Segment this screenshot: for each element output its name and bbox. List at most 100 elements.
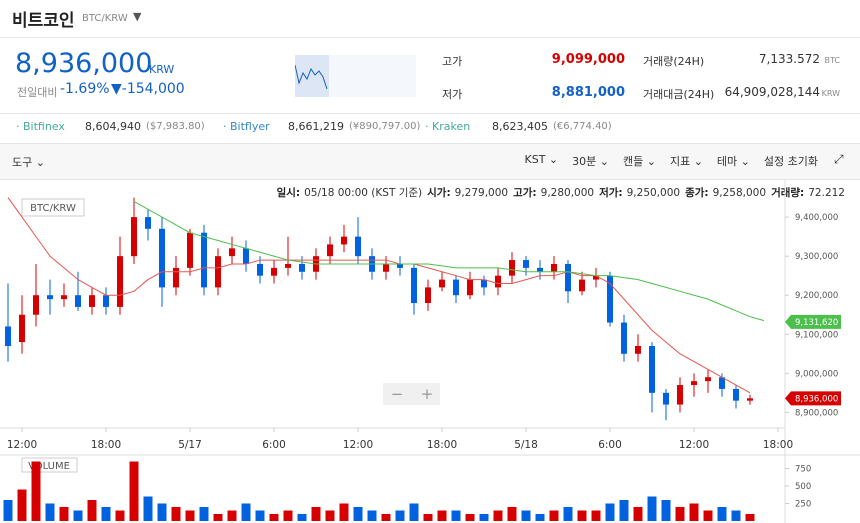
x-tick-label: 5/17 [178,439,202,451]
mini-chart [295,55,416,97]
zoom-in[interactable]: + [421,385,434,403]
change-abs: ▼-154,000 [111,81,185,97]
x-tick-label: 5/18 [514,439,538,451]
volume-bar [171,507,181,521]
toolbar-item[interactable]: 캔들 ⌄ [622,155,656,168]
stat-value: 8,881,000 [551,85,625,100]
candle-body [719,377,725,389]
expand-icon[interactable]: ⤢ [834,152,844,166]
volume-bar [115,510,125,521]
tool-menu[interactable]: 도구 ⌄ [12,156,45,169]
dropdown[interactable]: ▼ [133,10,142,23]
volume-bar [17,489,27,521]
volume-bar [199,507,209,521]
toolbar-item-label: 캔들 [622,155,644,168]
moving-average [133,201,765,322]
candle-body [705,377,711,382]
volume-bar [591,510,601,521]
candle-body [159,228,165,288]
volume-bar [577,510,587,521]
volume-bar [3,500,13,521]
volume-bar [745,514,755,521]
price-tag-label: 9,131,620 [795,318,838,328]
toolbar-item[interactable]: 테마 ⌄ [716,155,750,168]
info-value: 72.212 [808,187,845,199]
toolbar-item[interactable]: 30분 ⌄ [572,155,609,168]
volume-bar [255,510,265,521]
volume-bar [297,514,307,521]
candle-body [551,263,557,272]
x-tick-label: 18:00 [427,439,457,451]
stat-label: 거래량(24H) [643,55,705,68]
candle-body [271,267,277,276]
volume-bar [507,507,517,521]
exchange-name: Bitfinex [23,120,65,133]
y-tick-label: 9,300,000 [795,252,838,262]
volume-bar [157,503,167,521]
volume-bar [227,510,237,521]
y-tick-label: 9,100,000 [795,330,838,340]
candle-body [635,345,641,354]
candle-body [733,388,739,401]
candle-body [75,295,81,307]
exchange: · Bitflyer [223,120,270,133]
volume-bar [647,496,657,521]
candle-body [537,267,543,272]
candle-body [677,385,683,405]
exchange-price: 8,661,219 [288,120,344,133]
x-tick-label: 18:00 [91,439,121,451]
mini-range [295,55,329,97]
stat-value: 7,133.572 [758,52,820,66]
volume-tick-label: 750 [795,465,811,475]
pair: BTC/KRW [82,13,128,24]
exchange-local: (€6,774.40) [553,121,612,132]
volume-bar [311,507,321,521]
x-tick-label: 12:00 [7,439,37,451]
candle-body [89,295,95,307]
stat-label: 거래대금(24H) [643,88,715,101]
candle-body [439,279,445,288]
candle-body [285,263,291,268]
volume-bar [213,514,223,521]
candle-body [47,295,53,300]
volume-bar [143,496,153,521]
zoom-out[interactable]: − [391,385,404,403]
toolbar-item-label: 30분 [572,155,597,168]
stat-label: 저가 [442,88,463,101]
price-tag-label: 8,936,000 [795,394,838,404]
candle-body [33,295,39,315]
price-tag [785,314,841,329]
toolbar-item[interactable]: KST ⌄ [524,153,559,166]
stat-value: 9,099,000 [551,52,625,67]
candle-body [229,248,235,257]
x-tick-label: 12:00 [343,439,373,451]
stat-value: 64,909,028,144 [724,85,820,99]
toolbar-item-label: 테마 [716,155,738,168]
x-tick-label: 6:00 [262,439,286,451]
toolbar-items: KST ⌄ 30분 ⌄ 캔들 ⌄ 지표 ⌄ 테마 ⌄ 설정 초기화 [525,153,819,169]
candle-body [663,392,669,405]
candle-body [481,279,487,288]
volume-bar [451,510,461,521]
divider [0,113,860,114]
candle-body [243,248,249,264]
candle-body [19,314,25,343]
volume-bar [605,503,615,521]
change-label: 전일대비 [17,86,58,99]
candle-body [215,256,221,288]
toolbar-item-label: 지표 [669,155,691,168]
price-unit: KRW [149,63,175,76]
volume-bar [675,507,685,521]
candle-body [579,279,585,292]
volume-bar [381,514,391,521]
toolbar-item[interactable]: 지표 ⌄ [669,155,703,168]
info-value: 9,279,000 [454,187,509,199]
info-label: 저가: [599,187,623,199]
candle-body [691,381,697,386]
volume-bar [269,514,279,521]
volume-bar [339,503,349,521]
exchange-price: 8,604,940 [85,120,141,133]
reset-button[interactable]: 설정 초기화 [763,155,818,168]
candle-body [565,263,571,292]
candle-body [187,232,193,268]
